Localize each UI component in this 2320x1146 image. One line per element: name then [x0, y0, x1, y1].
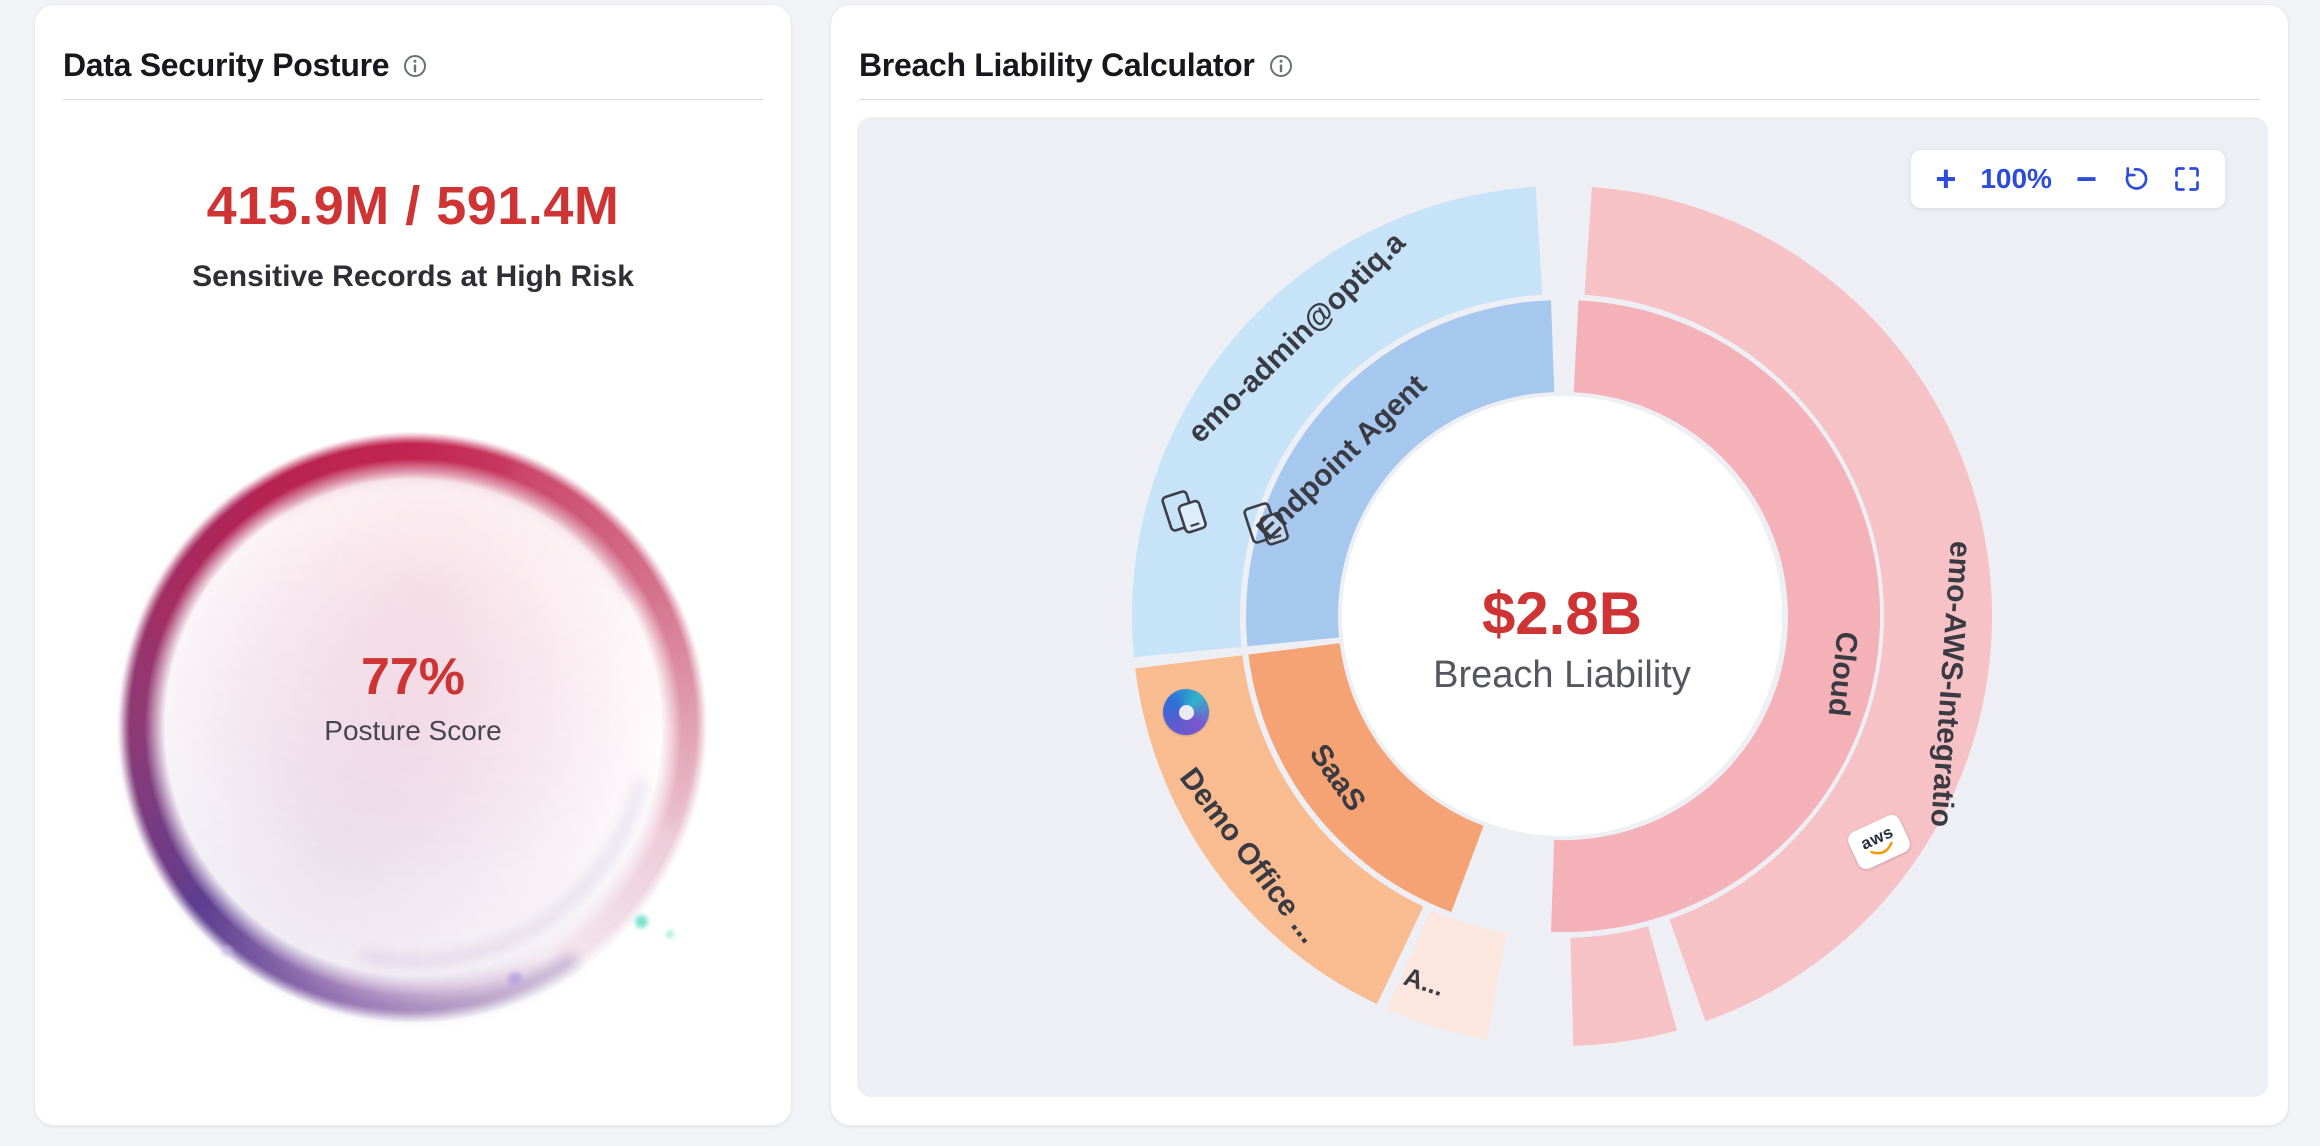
sunburst-segment-emo-admin[interactable]: [1132, 186, 1543, 658]
breach-liability-caption: Breach Liability: [1433, 654, 1691, 696]
breach-card-title: Breach Liability Calculator: [859, 47, 1255, 83]
breach-liability-value: $2.8B: [1481, 580, 1643, 647]
sunburst-segment-demo-office[interactable]: [1135, 655, 1424, 1005]
sunburst-segment-asset-a[interactable]: [1387, 910, 1507, 1040]
aws-icon: aws: [1845, 812, 1913, 872]
zoom-in-button[interactable]: +: [1935, 158, 1957, 199]
sunburst-segment-cloud-asset-2[interactable]: [1570, 926, 1677, 1046]
sunburst-chart-panel: aws emo-admin@optiq.a Endpoint Agent Cloud…: [857, 117, 2268, 1097]
data-security-posture-card: Data Security Posture 415.9M / 591.4M Se…: [34, 4, 792, 1126]
particle-dot: [508, 972, 522, 986]
device-icon: [1241, 497, 1295, 558]
info-icon[interactable]: [1269, 54, 1293, 78]
posture-score-value: 77%: [360, 648, 466, 706]
sunburst-segment-cloud[interactable]: [1551, 300, 1881, 933]
particle-dot: [635, 915, 648, 928]
chart-center-label: $2.8B Breach Liability: [1433, 580, 1691, 696]
sunburst-chart: [1132, 186, 1992, 1046]
office365-icon: [1163, 689, 1209, 735]
sunburst-hole: [1342, 396, 1782, 836]
sunburst-segment-endpoint-agent[interactable]: [1246, 300, 1555, 647]
particle-dot: [666, 930, 674, 938]
particle-dot: [222, 946, 232, 956]
posture-card-header: Data Security Posture: [63, 47, 763, 84]
zoom-toolbar: + 100% −: [1911, 150, 2225, 208]
sphere-ring: [118, 432, 708, 1022]
zoom-level: 100%: [1980, 163, 2052, 194]
device-icon: [1159, 485, 1213, 546]
records-at-risk-caption: Sensitive Records at High Risk: [192, 260, 634, 293]
breach-liability-calculator-card: Breach Liability Calculator: [830, 4, 2289, 1126]
reset-zoom-button[interactable]: [2121, 165, 2149, 193]
fullscreen-button[interactable]: [2173, 165, 2201, 193]
breach-card-header: Breach Liability Calculator: [859, 47, 2260, 84]
posture-score-block: 77% Posture Score: [118, 403, 708, 993]
reset-icon: [2125, 167, 2148, 190]
records-at-risk-value: 415.9M / 591.4M: [206, 176, 620, 236]
fullscreen-icon: [2175, 167, 2199, 191]
zoom-out-button[interactable]: −: [2075, 158, 2097, 199]
sunburst-segment-emo-aws-integration[interactable]: [1584, 187, 1992, 1022]
aws-smile: [1870, 841, 1893, 854]
divider: [63, 99, 763, 100]
posture-score-sphere: 77% Posture Score: [44, 358, 782, 1096]
sunburst-segment-saas[interactable]: [1248, 643, 1484, 912]
posture-score-caption: Posture Score: [324, 715, 502, 746]
posture-card-title: Data Security Posture: [63, 47, 390, 83]
info-icon[interactable]: [403, 54, 427, 78]
divider: [859, 99, 2260, 100]
